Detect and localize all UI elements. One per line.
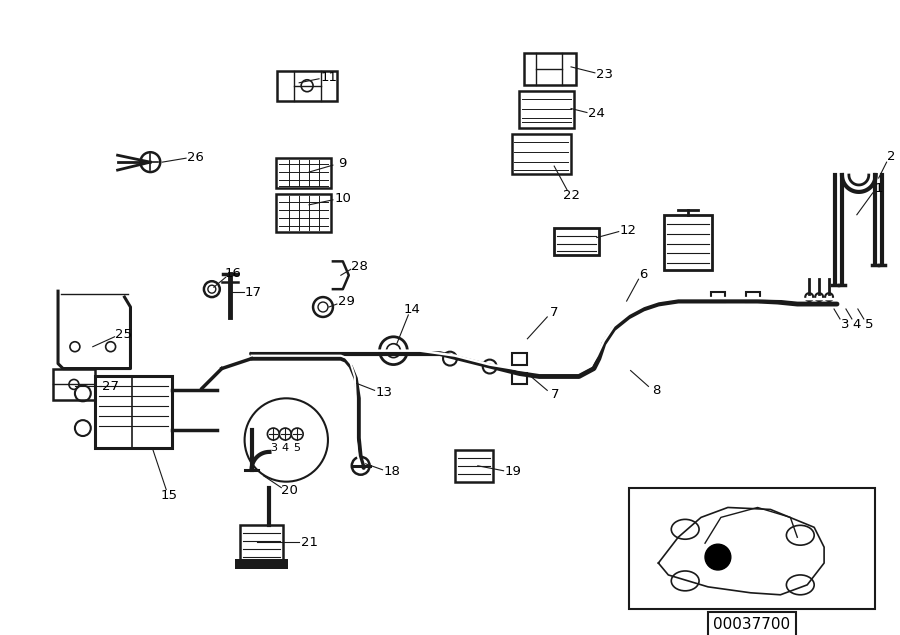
Text: 8: 8: [652, 384, 660, 397]
Text: 26: 26: [187, 150, 204, 164]
Text: 6: 6: [639, 267, 647, 281]
Bar: [746, 292, 760, 302]
Bar: [277, 71, 337, 100]
Text: 19: 19: [505, 465, 522, 478]
Text: 20: 20: [281, 485, 298, 497]
Text: 27: 27: [102, 380, 119, 393]
Text: 4: 4: [853, 318, 861, 331]
Bar: [235, 559, 288, 569]
Text: 15: 15: [161, 489, 178, 502]
Text: 4: 4: [282, 443, 289, 453]
Bar: [711, 292, 724, 302]
Text: 18: 18: [383, 465, 400, 478]
Text: 22: 22: [563, 189, 580, 202]
Bar: [239, 525, 284, 563]
Text: 7: 7: [550, 306, 558, 319]
Text: 00037700: 00037700: [713, 617, 790, 632]
Text: 12: 12: [620, 224, 637, 236]
Bar: [511, 352, 527, 364]
Text: 17: 17: [245, 286, 262, 298]
Text: 23: 23: [596, 68, 613, 81]
Text: 2: 2: [886, 150, 896, 163]
Circle shape: [705, 544, 731, 570]
Text: 14: 14: [403, 303, 420, 316]
Text: 11: 11: [320, 71, 338, 84]
Bar: [511, 135, 572, 174]
Text: 7: 7: [551, 388, 559, 401]
Bar: [94, 377, 172, 448]
Text: 21: 21: [301, 536, 318, 549]
Text: 24: 24: [588, 107, 605, 121]
Bar: [519, 91, 574, 128]
Text: 29: 29: [338, 295, 355, 309]
Text: 28: 28: [351, 260, 368, 273]
Bar: [554, 227, 598, 255]
Text: 5: 5: [293, 443, 301, 453]
Text: 25: 25: [115, 328, 132, 341]
Bar: [53, 368, 94, 400]
Text: 1: 1: [874, 182, 883, 194]
Text: 3: 3: [841, 318, 850, 331]
Text: 10: 10: [334, 192, 351, 205]
Bar: [525, 53, 576, 84]
Bar: [455, 450, 492, 482]
Text: 9: 9: [338, 157, 346, 170]
Text: 13: 13: [375, 386, 392, 399]
Bar: [628, 488, 875, 609]
Bar: [276, 158, 331, 188]
Text: 3: 3: [270, 443, 277, 453]
Bar: [276, 194, 331, 232]
Text: 5: 5: [865, 318, 873, 331]
Text: 16: 16: [225, 267, 242, 280]
Bar: [664, 215, 712, 271]
Bar: [511, 373, 527, 384]
